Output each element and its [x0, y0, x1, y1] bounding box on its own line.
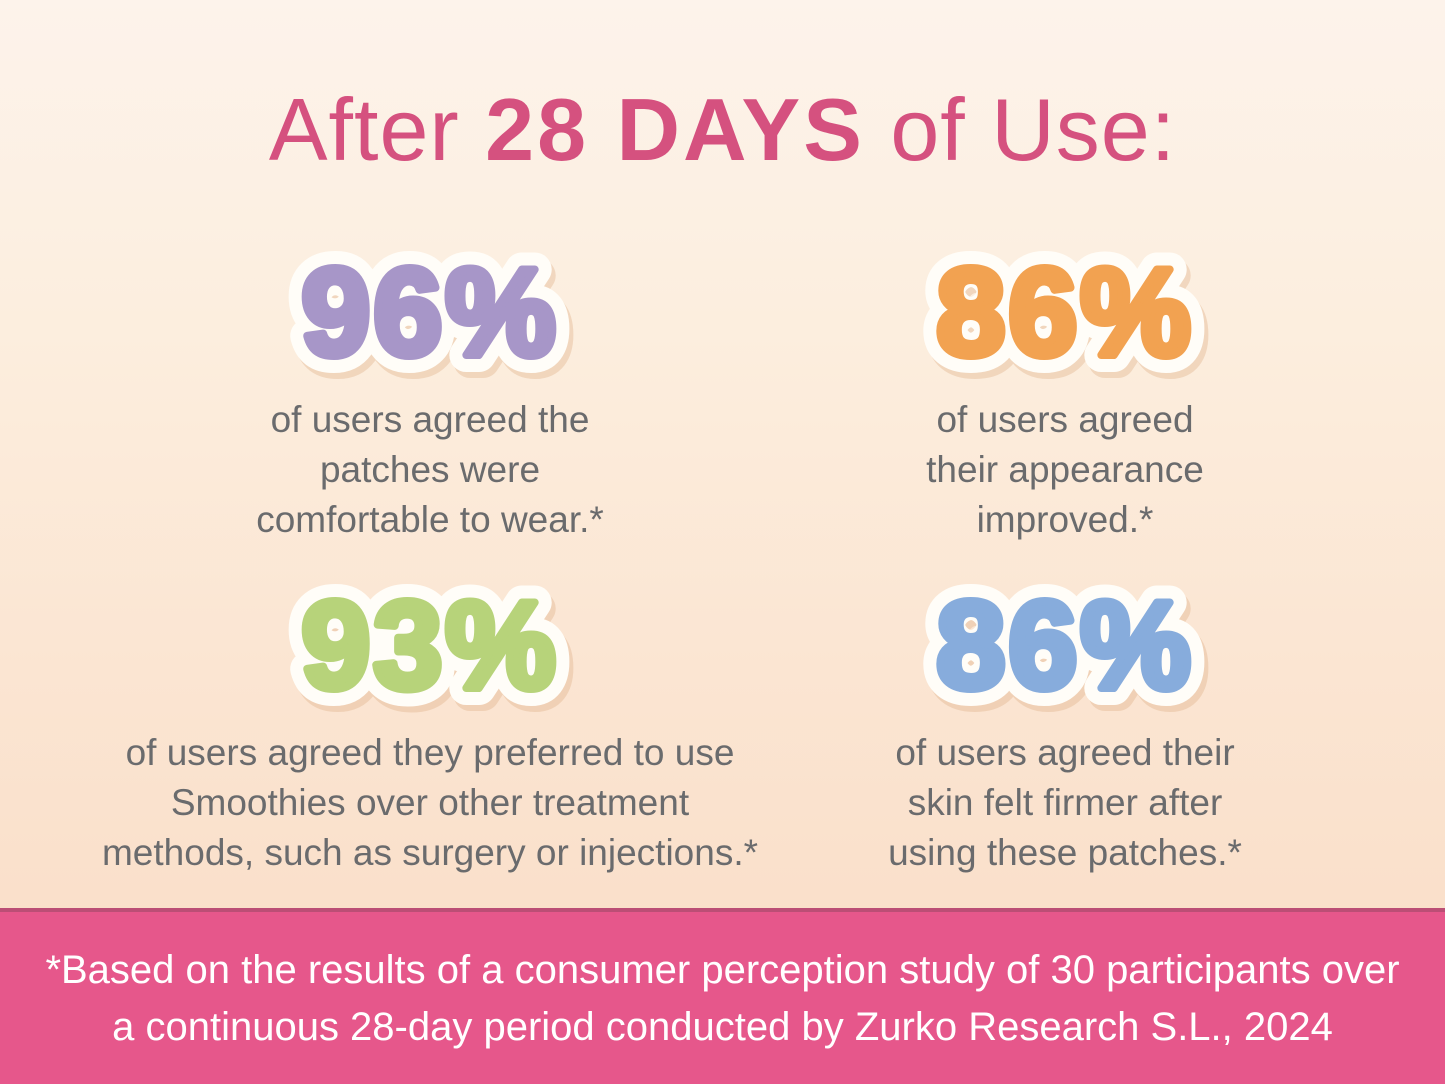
stat-value-outlined-number: 86% 86%	[919, 560, 1207, 732]
stat-card-preference: 93% 93% of users agreed they preferred t…	[55, 560, 805, 878]
page-title: After 28 DAYS of Use:	[0, 83, 1445, 176]
svg-text:86%: 86%	[936, 244, 1193, 382]
svg-text:86%: 86%	[936, 244, 1193, 382]
stat-description: of users agreed the patches were comfort…	[256, 399, 604, 540]
svg-text:96%: 96%	[301, 244, 558, 382]
stat-description: of users agreed their appearance improve…	[926, 399, 1204, 540]
svg-text:96%: 96%	[301, 244, 558, 382]
stat-description: of users agreed their skin felt firmer a…	[888, 732, 1242, 873]
stat-description: of users agreed they preferred to use Sm…	[101, 732, 759, 873]
stat-value-outlined-number: 86% 86%	[919, 227, 1207, 399]
footnote-line-2: a continuous 28-day period conducted by …	[112, 1005, 1333, 1049]
footnote-line-1: *Based on the results of a consumer perc…	[45, 948, 1400, 992]
title-prefix: After	[268, 80, 486, 179]
svg-text:86%: 86%	[936, 577, 1193, 715]
stat-card-appearance: 86% 86% of users agreed their appearance…	[785, 227, 1345, 545]
footnote-banner: *Based on the results of a consumer perc…	[0, 908, 1445, 1084]
title-suffix: of Use:	[864, 80, 1177, 179]
stat-value-outlined-number: 96% 96%	[284, 227, 572, 399]
stat-card-comfort: 96% 96% of users agreed the patches were…	[150, 227, 710, 545]
title-highlight: 28 DAYS	[485, 80, 865, 179]
svg-text:86%: 86%	[936, 577, 1193, 715]
svg-text:93%: 93%	[301, 577, 558, 715]
stat-card-firmness: 86% 86% of users agreed their skin felt …	[785, 560, 1345, 878]
svg-text:93%: 93%	[301, 577, 558, 715]
stat-value-outlined-number: 93% 93%	[284, 560, 572, 732]
